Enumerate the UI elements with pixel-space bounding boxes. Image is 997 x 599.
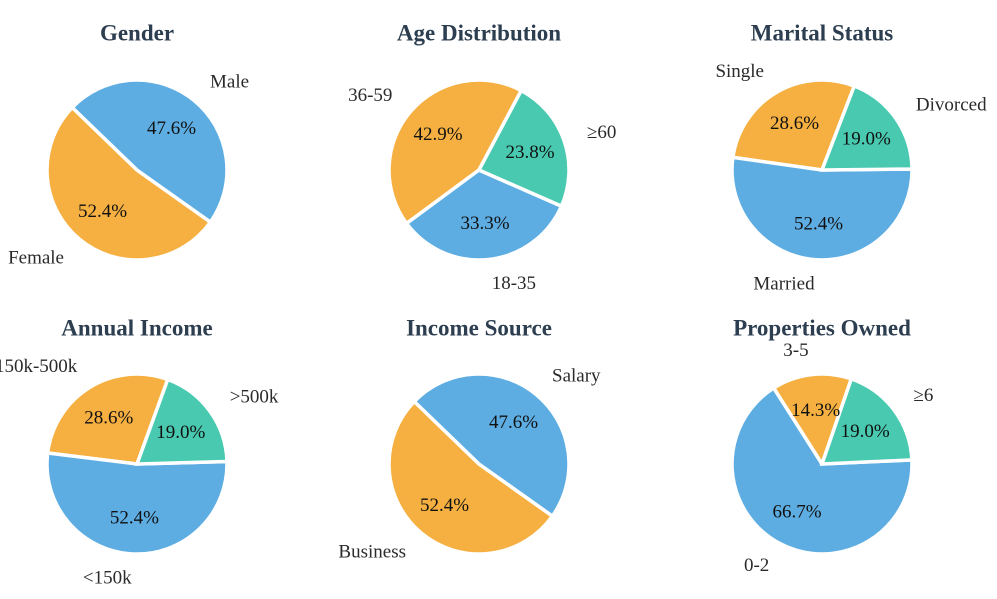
pie-slice-properties-owned-3-5 xyxy=(771,372,854,469)
pct-label-marital-status-divorced: 19.0% xyxy=(842,129,891,150)
pct-label-annual-income-500k: 19.0% xyxy=(156,422,205,443)
slice-label-annual-income-150k: <150k xyxy=(83,568,132,589)
slice-label-income-source-salary: Salary xyxy=(552,366,601,387)
chart-title-marital-status: Marital Status xyxy=(751,21,894,46)
pie-slice-age-distribution-60 xyxy=(476,88,571,209)
pie-slice-age-distribution-36-59 xyxy=(387,78,524,226)
pct-label-marital-status-married: 52.4% xyxy=(794,213,843,234)
slice-label-annual-income-150k-500k: 150k-500k xyxy=(0,356,78,377)
pie-slice-annual-income-500k xyxy=(134,377,229,466)
pct-label-properties-owned-6: 19.0% xyxy=(841,421,890,442)
pct-label-annual-income-150k-500k: 28.6% xyxy=(84,407,133,428)
slice-label-marital-status-divorced: Divorced xyxy=(916,94,987,115)
pct-label-properties-owned-3-5: 14.3% xyxy=(791,400,840,421)
slice-label-age-distribution-18-35: 18-35 xyxy=(492,273,536,294)
pct-label-gender-female: 52.4% xyxy=(78,201,127,222)
pie-slice-marital-status-single xyxy=(730,78,857,172)
slice-label-properties-owned-0-2: 0-2 xyxy=(744,555,769,576)
pct-label-age-distribution-36-59: 42.9% xyxy=(414,124,463,145)
pie-slice-gender-male xyxy=(69,78,229,225)
pct-label-marital-status-single: 28.6% xyxy=(770,113,819,134)
pct-label-income-source-business: 52.4% xyxy=(420,495,469,516)
slice-label-annual-income-500k: >500k xyxy=(230,387,279,408)
pie-slice-marital-status-divorced xyxy=(819,83,914,172)
chart-title-annual-income: Annual Income xyxy=(61,316,212,341)
pct-label-gender-male: 47.6% xyxy=(147,118,196,139)
pie-slice-properties-owned-6 xyxy=(819,376,914,466)
pct-label-properties-owned-0-2: 66.7% xyxy=(773,501,822,522)
pct-label-annual-income-150k: 52.4% xyxy=(110,507,159,528)
pie-slice-marital-status-married xyxy=(730,155,914,262)
pie-slice-properties-owned-0-2 xyxy=(730,385,914,556)
pie-slice-income-source-business xyxy=(387,399,555,556)
chart-title-properties-owned: Properties Owned xyxy=(733,316,911,341)
slice-label-marital-status-single: Single xyxy=(715,61,764,82)
pct-label-age-distribution-60: 23.8% xyxy=(505,142,554,163)
pie-slice-income-source-salary xyxy=(411,372,571,519)
chart-title-income-source: Income Source xyxy=(406,316,552,341)
pie-slice-annual-income-150k xyxy=(45,451,229,556)
pct-label-income-source-salary: 47.6% xyxy=(489,412,538,433)
slice-label-age-distribution-36-59: 36-59 xyxy=(348,85,392,106)
pie-slice-annual-income-150k-500k xyxy=(45,372,171,466)
slice-label-gender-male: Male xyxy=(210,72,249,93)
slice-label-gender-female: Female xyxy=(8,248,64,269)
pct-label-age-distribution-18-35: 33.3% xyxy=(460,213,509,234)
pie-slice-age-distribution-18-35 xyxy=(404,167,564,262)
slice-label-age-distribution-60: ≥60 xyxy=(587,122,616,143)
slice-label-income-source-business: Business xyxy=(338,542,406,563)
chart-title-gender: Gender xyxy=(100,21,174,46)
chart-title-age-distribution: Age Distribution xyxy=(397,21,561,46)
slice-label-properties-owned-3-5: 3-5 xyxy=(783,340,808,361)
pie-slice-gender-female xyxy=(45,105,213,262)
slice-label-properties-owned-6: ≥6 xyxy=(914,385,934,406)
slice-label-marital-status-married: Married xyxy=(753,274,815,295)
